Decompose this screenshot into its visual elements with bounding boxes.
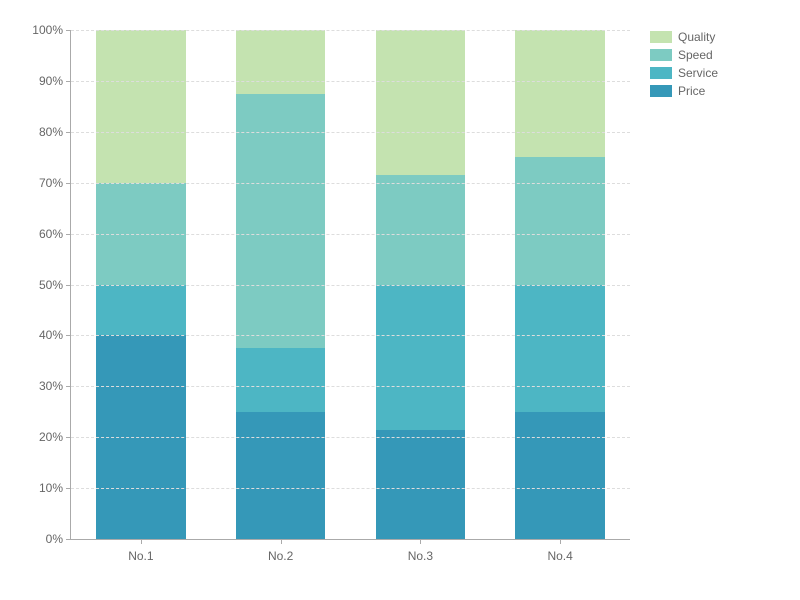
bar-segment-quality [515, 30, 604, 157]
gridline [71, 183, 630, 184]
y-tick-mark [66, 437, 71, 438]
y-tick-label: 50% [39, 278, 63, 292]
y-tick-label: 80% [39, 125, 63, 139]
gridline [71, 30, 630, 31]
y-tick-label: 10% [39, 481, 63, 495]
x-tick-mark [420, 539, 421, 544]
gridline [71, 234, 630, 235]
y-tick-label: 60% [39, 227, 63, 241]
gridline [71, 488, 630, 489]
y-tick-mark [66, 234, 71, 235]
y-tick-label: 30% [39, 379, 63, 393]
x-tick-label: No.3 [408, 549, 433, 563]
legend-swatch [650, 85, 672, 97]
bar-segment-service [515, 285, 604, 412]
y-tick-label: 70% [39, 176, 63, 190]
legend-item-quality: Quality [650, 30, 718, 44]
bar-segment-quality [96, 30, 185, 183]
y-tick-label: 90% [39, 74, 63, 88]
plot-area: 0%10%20%30%40%50%60%70%80%90%100%No.1No.… [70, 30, 630, 540]
legend: Quality Speed Service Price [650, 30, 718, 102]
gridline [71, 132, 630, 133]
bar-segment-price [236, 412, 325, 539]
y-tick-mark [66, 335, 71, 336]
y-tick-label: 20% [39, 430, 63, 444]
stacked-bar-chart: 0% 10% 20% 30% 40% 50% 60% 70% 80% 90% 100% No.1 No.… [0, 0, 800, 600]
y-tick-label: 0% [46, 532, 63, 546]
y-tick-mark [66, 285, 71, 286]
bar-segment-service [236, 348, 325, 412]
legend-swatch [650, 67, 672, 79]
x-tick-mark [281, 539, 282, 544]
legend-item-service: Service [650, 66, 718, 80]
legend-label: Speed [678, 48, 713, 62]
bar-segment-speed [515, 157, 604, 284]
legend-swatch [650, 49, 672, 61]
legend-label: Price [678, 84, 705, 98]
gridline [71, 81, 630, 82]
x-tick-label: No.2 [268, 549, 293, 563]
x-tick-mark [141, 539, 142, 544]
y-tick-label: 40% [39, 328, 63, 342]
bar-segment-service [96, 285, 185, 336]
y-tick-mark [66, 30, 71, 31]
y-tick-mark [66, 132, 71, 133]
bar-segment-quality [236, 30, 325, 94]
bar-segment-price [515, 412, 604, 539]
bar-segment-service [376, 285, 465, 430]
y-tick-mark [66, 81, 71, 82]
y-tick-mark [66, 386, 71, 387]
gridline [71, 285, 630, 286]
y-tick-mark [66, 488, 71, 489]
gridline [71, 335, 630, 336]
y-tick-mark [66, 539, 71, 540]
gridline [71, 386, 630, 387]
x-tick-mark [560, 539, 561, 544]
legend-item-price: Price [650, 84, 718, 98]
gridline [71, 437, 630, 438]
legend-swatch [650, 31, 672, 43]
x-tick-label: No.4 [547, 549, 572, 563]
bar-segment-speed [376, 175, 465, 284]
y-tick-label: 100% [32, 23, 63, 37]
legend-item-speed: Speed [650, 48, 718, 62]
legend-label: Service [678, 66, 718, 80]
bar-segment-quality [376, 30, 465, 175]
x-tick-label: No.1 [128, 549, 153, 563]
legend-label: Quality [678, 30, 715, 44]
y-tick-mark [66, 183, 71, 184]
bar-segment-price [376, 430, 465, 539]
